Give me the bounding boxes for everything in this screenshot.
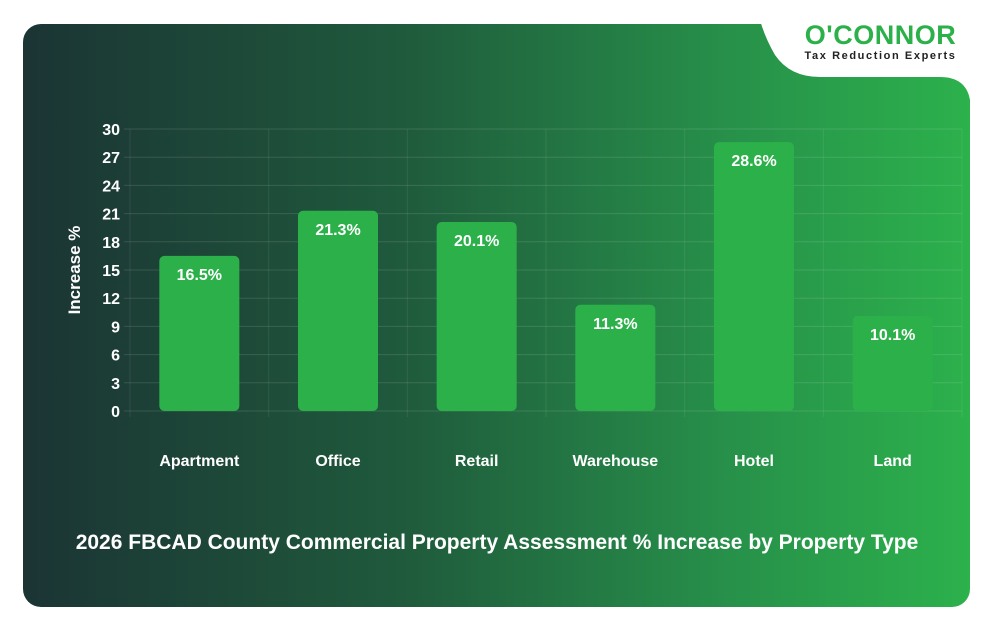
bar-warehouse [575, 304, 656, 411]
x-axis-ticks: Apartment Office Retail Warehouse Hotel Land [159, 453, 911, 470]
x-tick-label: Office [315, 453, 360, 470]
y-tick-label: 24 [102, 178, 120, 195]
bars: 16.5% 21.3% 20.1% 11.3% 28.6% 10.1% [159, 142, 933, 411]
data-label: 28.6% [731, 153, 776, 170]
bar-hotel [714, 142, 794, 411]
data-label: 10.1% [870, 327, 915, 344]
x-tick-label: Warehouse [573, 453, 659, 470]
bar-office [298, 210, 378, 411]
oconnor-logo: O'CONNOR Tax Reduction Experts [788, 20, 973, 62]
y-tick-label: 15 [102, 263, 120, 280]
x-tick-label: Land [874, 453, 912, 470]
data-label: 16.5% [177, 267, 222, 284]
y-tick-label: 3 [111, 376, 120, 393]
y-tick-label: 12 [102, 291, 120, 308]
logo-tagline: Tax Reduction Experts [804, 50, 957, 62]
bar-apartment [159, 255, 240, 411]
y-axis-ticks: 0 3 6 9 12 15 18 21 24 27 30 [102, 122, 120, 421]
data-label: 21.3% [315, 222, 360, 239]
y-tick-label: 27 [102, 150, 120, 167]
chart-title: 2026 FBCAD County Commercial Property As… [75, 531, 919, 554]
data-label: 11.3% [593, 316, 637, 333]
y-tick-label: 6 [111, 348, 120, 365]
grid [124, 128, 963, 417]
bar-land [852, 316, 933, 411]
data-label: 20.1% [454, 233, 499, 250]
x-tick-label: Apartment [159, 453, 240, 470]
logo-wordmark: O'CONNOR [804, 20, 957, 50]
y-axis-label: Increase % [65, 226, 84, 315]
x-tick-label: Hotel [734, 453, 774, 470]
x-tick-label: Retail [455, 453, 499, 470]
y-tick-label: 9 [111, 319, 120, 336]
bar-retail [436, 222, 517, 411]
y-tick-label: 21 [102, 207, 120, 224]
y-tick-label: 18 [102, 235, 120, 252]
y-tick-label: 0 [111, 404, 120, 421]
y-tick-label: 30 [102, 122, 120, 139]
